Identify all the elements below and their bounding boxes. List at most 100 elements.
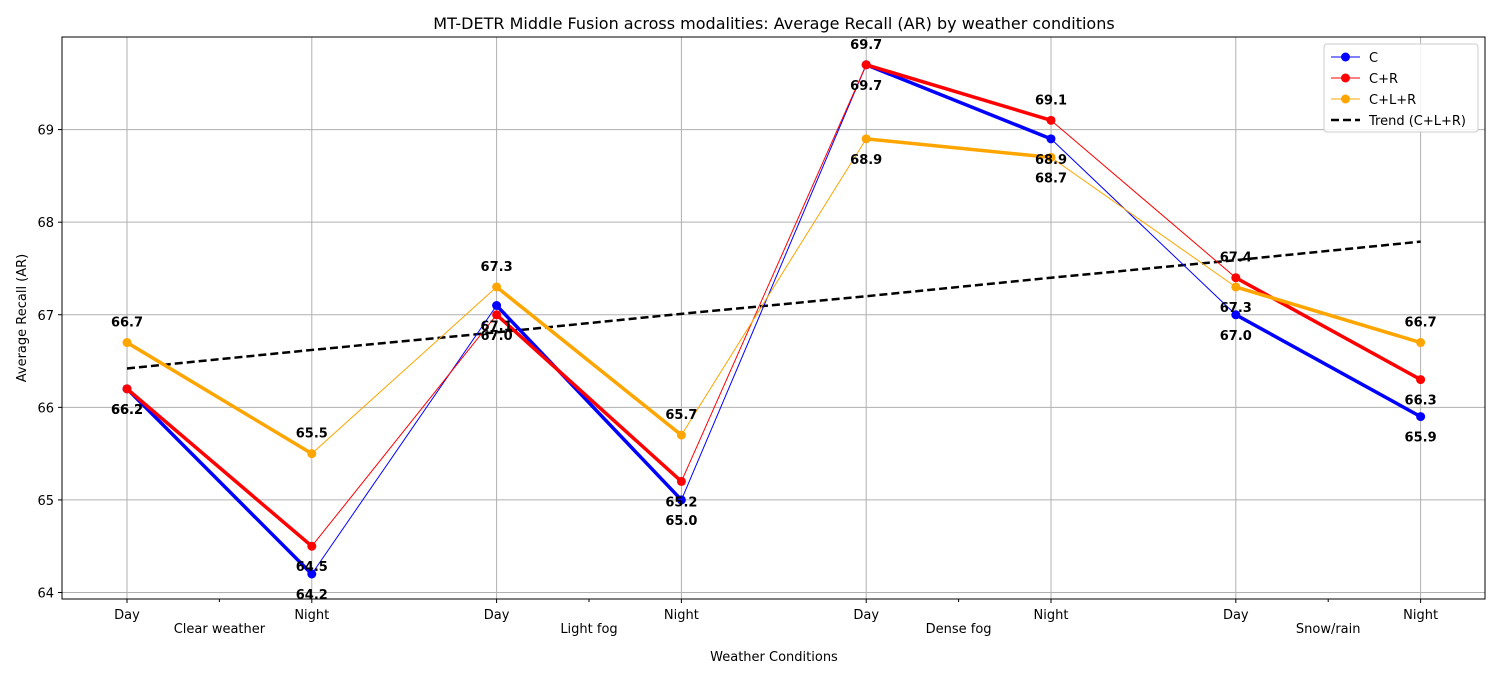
series-c-l-r-point [1231,282,1241,292]
data-labels: 66.266.266.764.264.565.567.167.067.365.0… [111,38,1437,603]
series-c-r-point [1231,273,1241,283]
series-c-segment [1234,313,1422,419]
group-label: Dense fog [926,622,992,637]
group-label: Snow/rain [1296,622,1361,637]
series-c-l-r-segment [866,137,1052,160]
series-c-l-r-segment [311,286,497,455]
x-tick-label: Day [1223,608,1249,623]
data-label: 68.9 [1035,153,1067,168]
data-label: 67.0 [1220,329,1252,344]
series-c-r-point [492,310,502,320]
x-axis-label: Weather Conditions [710,650,838,665]
series-c-l-r-point [1416,338,1426,348]
data-label: 67.4 [1220,251,1252,266]
data-label: 65.0 [665,514,697,529]
data-label: 67.0 [481,329,513,344]
series-c-point [1046,134,1056,144]
series-c-l-r-segment [126,341,313,456]
legend-marker [1341,52,1350,62]
series-c-r-point [122,384,132,394]
series-c-l-r-segment [1235,285,1422,345]
series-c-l-r-point [1046,152,1056,162]
chart-title: MT-DETR Middle Fusion across modalities:… [433,14,1114,33]
group-label: Clear weather [174,622,266,637]
series-c-l-r-point [307,449,317,459]
series-c-segment [311,305,498,575]
data-label: 65.2 [665,495,697,510]
legend-box [1323,43,1479,133]
series-c-point [676,495,686,505]
data-label: 67.3 [481,260,513,275]
data-label: 66.3 [1405,394,1437,409]
series-c-segment [125,387,314,576]
series-c-r-segment [680,64,867,482]
series-c-r-point [676,476,686,486]
y-tick-label: 69 [37,124,54,139]
series-c-r-point [307,541,317,551]
data-label: 67.3 [1220,301,1252,316]
x-tick-label: Night [1034,608,1069,623]
series-layer [122,60,1426,579]
series-c-point [1416,412,1426,422]
x-tick-label: Day [853,608,879,623]
legend-label: C+R [1369,72,1398,87]
x-tick-label: Night [294,608,329,623]
series-c-segment [680,64,867,501]
series-c-segment [865,63,1052,141]
y-tick-label: 64 [37,587,54,602]
series-c-point [1231,310,1241,320]
data-label: 68.9 [850,153,882,168]
x-tick-label: Day [114,608,140,623]
series-c-l-r-segment [495,285,683,437]
data-label: 67.1 [481,320,513,335]
data-label: 69.1 [1035,93,1067,108]
series-c-l-r-point [122,338,132,348]
legend-label: C+L+R [1369,93,1416,108]
data-label: 65.7 [665,408,697,423]
data-label: 66.2 [111,403,143,418]
y-tick-label: 65 [37,494,54,509]
series-c-r-point [861,60,871,70]
series-c-r-segment [125,387,313,548]
plot-frame [61,36,1486,600]
data-label: 69.7 [850,79,882,94]
series-c-r-point [1046,115,1056,125]
legend-label: C [1369,51,1378,66]
y-axis: 64 65 66 67 68 69 [37,124,62,602]
data-label: 66.7 [1405,316,1437,331]
series-c-l-r-segment [1050,156,1237,288]
y-tick-label: 67 [37,309,54,324]
legend: C C+R C+L+R Trend (C+L+R) [1323,43,1479,133]
series-c-segment [495,304,683,502]
data-label: 65.5 [296,427,328,442]
y-tick-label: 66 [37,401,54,416]
series-c-l-r-point [676,430,686,440]
data-label: 66.7 [111,316,143,331]
group-label: Light fog [560,622,617,637]
x-tick-label: Night [664,608,699,623]
series-c-l-r-segment [680,138,867,436]
series-c-point [307,569,317,579]
series-c-l-r-point [492,282,502,292]
series-c-segment [1050,138,1237,316]
series-c-r-segment [311,314,497,547]
x-axis: Day Night Day Night Day Night Day Night Clear we… [114,599,1438,637]
y-axis-label: Average Recall (AR) [15,254,30,383]
legend-marker [1341,94,1350,104]
series-c-r-segment [1050,119,1237,279]
x-tick-label: Day [484,608,510,623]
data-label: 69.7 [850,38,882,53]
data-label: 65.9 [1405,431,1437,446]
data-label: 68.7 [1035,171,1067,186]
data-label: 64.2 [296,588,328,603]
series-c-point [492,301,502,311]
data-label: 66.2 [111,403,143,418]
series-c-l-r-point [861,134,871,144]
legend-label: Trend (C+L+R) [1368,114,1466,129]
trend-line [126,240,1421,370]
series-c-r-point [1416,375,1426,385]
data-label: 64.5 [296,560,328,575]
legend-marker [1341,73,1350,83]
series-c-r-segment [495,313,683,483]
